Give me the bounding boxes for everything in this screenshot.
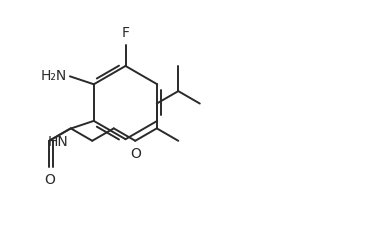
Text: O: O	[131, 146, 141, 160]
Text: HN: HN	[48, 135, 68, 149]
Text: O: O	[44, 173, 55, 187]
Text: H₂N: H₂N	[41, 69, 67, 83]
Text: F: F	[122, 26, 129, 40]
